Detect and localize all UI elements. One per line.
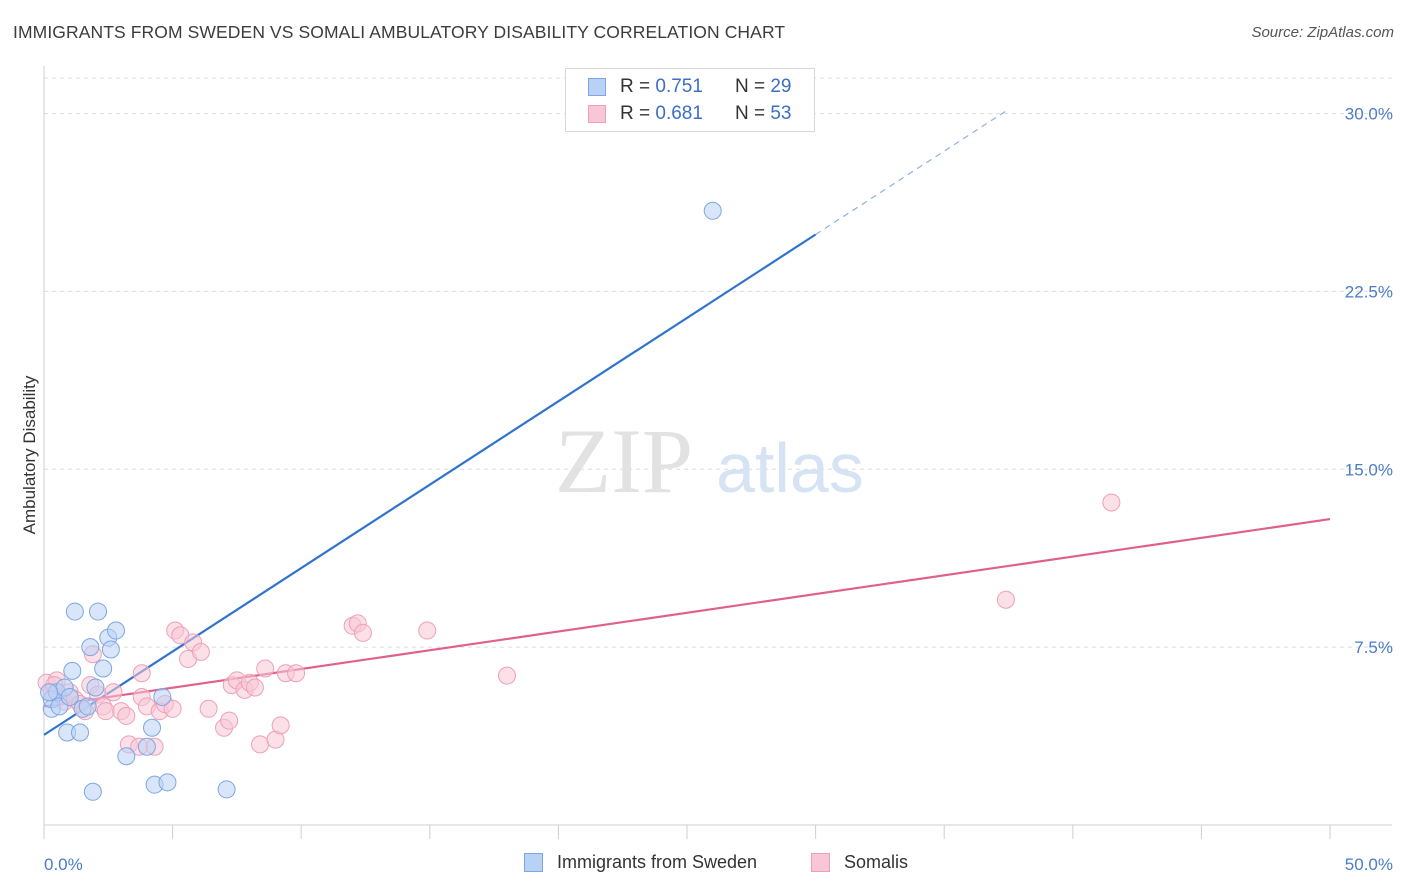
somali-point	[251, 735, 270, 754]
y-tick-label: 15.0%	[1345, 460, 1393, 479]
sweden-point	[86, 678, 105, 697]
legend-r-label: R =	[620, 76, 651, 97]
somali-point	[1102, 493, 1121, 512]
sweden-point	[40, 683, 59, 702]
x-tick-label: 0.0%	[44, 855, 83, 874]
somali-point	[271, 716, 290, 735]
legend-n-value: 29	[770, 76, 792, 97]
somali-point	[287, 664, 306, 683]
grid-lines	[44, 77, 1392, 648]
bottom-legend-label: Immigrants from Sweden	[557, 852, 758, 872]
legend-r-value: 0.681	[655, 103, 703, 124]
somali-point	[245, 678, 264, 697]
sweden-point	[158, 773, 177, 792]
somali-point	[191, 642, 210, 661]
sweden-point	[217, 780, 236, 799]
sweden-point	[107, 621, 126, 640]
sweden-point	[101, 640, 120, 659]
data-points	[37, 201, 1121, 801]
somali-point	[497, 666, 516, 685]
sweden-point	[143, 718, 162, 737]
source-label: Source: ZipAtlas.com	[1251, 24, 1394, 41]
watermark-zip: ZIP	[555, 410, 693, 512]
legend-n-label: N =	[734, 76, 766, 97]
sweden-point	[65, 602, 84, 621]
legend-n-value: 53	[770, 103, 792, 124]
somali-point	[418, 621, 437, 640]
sweden-trend-extension	[815, 108, 1009, 236]
watermark-atlas: atlas	[716, 429, 864, 507]
somali-point	[96, 702, 115, 721]
sweden-point	[78, 697, 97, 716]
somali-point	[117, 706, 136, 725]
legend-r-label: R =	[620, 103, 651, 124]
legend-row-sweden: R = 0.751 N = 29	[588, 74, 791, 100]
legend-row-somalis: R = 0.681 N = 53	[588, 101, 791, 127]
sweden-point	[703, 201, 722, 220]
y-tick-label: 22.5%	[1345, 282, 1393, 301]
sweden-point	[63, 661, 82, 680]
somali-point	[220, 711, 239, 730]
bottom-legend: Immigrants from Sweden Somalis	[0, 852, 1406, 876]
y-tick-label: 30.0%	[1345, 105, 1393, 124]
somali-point	[353, 623, 372, 642]
legend-n-label: N =	[734, 103, 766, 124]
somali-trend-line	[43, 517, 1331, 708]
sweden-point	[153, 687, 172, 706]
sweden-point	[117, 747, 136, 766]
sweden-point	[83, 782, 102, 801]
bottom-legend-label: Somalis	[844, 852, 909, 872]
x-tick-label: 50.0%	[1345, 855, 1393, 874]
y-axis-label: Ambulatory Disability	[20, 375, 39, 534]
somali-point	[996, 590, 1015, 609]
sweden-trend-line	[43, 233, 817, 736]
legend-swatch-blue	[588, 78, 606, 96]
legend-r-value: 0.751	[655, 76, 703, 97]
sweden-point	[60, 687, 79, 706]
sweden-point	[81, 638, 100, 657]
somali-point	[256, 659, 275, 678]
legend-swatch-pink	[588, 105, 606, 123]
sweden-point	[94, 659, 113, 678]
bottom-legend-swatch-pink	[811, 853, 830, 872]
y-tick-label: 7.5%	[1354, 638, 1393, 657]
somali-point	[132, 664, 151, 683]
tick-labels: 7.5% 15.0% 22.5% 30.0% 0.0% 50.0%	[44, 105, 1393, 874]
sweden-point	[137, 737, 156, 756]
legend: R = 0.751 N = 29 R = 0.681 N = 53	[565, 68, 815, 132]
somali-point	[199, 699, 218, 718]
chart-title: IMMIGRANTS FROM SWEDEN VS SOMALI AMBULAT…	[13, 22, 786, 42]
bottom-legend-swatch-blue	[524, 853, 543, 872]
bottom-legend-sweden: Immigrants from Sweden	[524, 852, 757, 873]
somali-point	[104, 683, 123, 702]
trend-lines	[43, 108, 1331, 736]
sweden-point	[71, 723, 90, 742]
bottom-legend-somalis: Somalis	[811, 852, 908, 873]
sweden-point	[89, 602, 108, 621]
somali-point	[163, 699, 182, 718]
